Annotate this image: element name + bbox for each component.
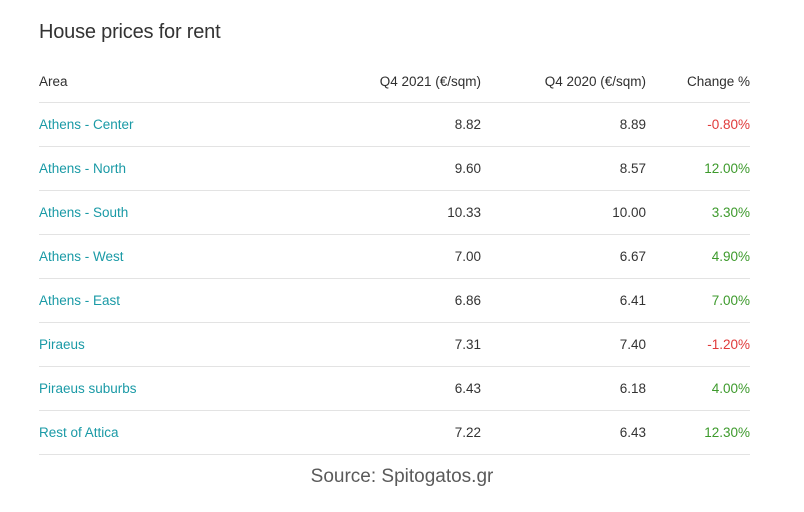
table-row: Piraeus suburbs 6.43 6.18 4.00% [39, 366, 750, 411]
q4-2021-value: 7.00 [299, 234, 481, 279]
q4-2020-value: 6.41 [481, 278, 646, 323]
q4-2021-value: 7.22 [299, 410, 481, 455]
header-area: Area [39, 60, 299, 103]
table-row: Rest of Attica 7.22 6.43 12.30% [39, 410, 750, 455]
table-row: Piraeus 7.31 7.40 -1.20% [39, 322, 750, 367]
table-row: Athens - Center 8.82 8.89 -0.80% [39, 102, 750, 147]
table-title: House prices for rent [39, 21, 221, 43]
change-value: 12.00% [646, 146, 750, 191]
q4-2020-value: 8.89 [481, 102, 646, 147]
table-row: Athens - West 7.00 6.67 4.90% [39, 234, 750, 279]
q4-2020-value: 6.18 [481, 366, 646, 411]
header-q4-2021: Q4 2021 (€/sqm) [299, 60, 481, 103]
q4-2021-value: 7.31 [299, 322, 481, 367]
area-link[interactable]: Piraeus [39, 322, 299, 367]
table-row: Athens - South 10.33 10.00 3.30% [39, 190, 750, 235]
change-value: 4.90% [646, 234, 750, 279]
change-value: 4.00% [646, 366, 750, 411]
area-link[interactable]: Piraeus suburbs [39, 366, 299, 411]
q4-2020-value: 6.43 [481, 410, 646, 455]
area-link[interactable]: Athens - East [39, 278, 299, 323]
area-link[interactable]: Athens - South [39, 190, 299, 235]
q4-2020-value: 6.67 [481, 234, 646, 279]
source-caption: Source: Spitogatos.gr [310, 466, 494, 487]
area-link[interactable]: Rest of Attica [39, 410, 299, 455]
area-link[interactable]: Athens - Center [39, 102, 299, 147]
table-header-row: Area Q4 2021 (€/sqm) Q4 2020 (€/sqm) Cha… [39, 60, 750, 103]
change-value: 7.00% [646, 278, 750, 323]
change-value: -1.20% [646, 322, 750, 367]
table-row: Athens - East 6.86 6.41 7.00% [39, 278, 750, 323]
header-change: Change % [646, 60, 750, 103]
q4-2020-value: 10.00 [481, 190, 646, 235]
q4-2021-value: 6.43 [299, 366, 481, 411]
change-value: 12.30% [646, 410, 750, 455]
change-value: -0.80% [646, 102, 750, 147]
q4-2021-value: 8.82 [299, 102, 481, 147]
q4-2020-value: 7.40 [481, 322, 646, 367]
table-row: Athens - North 9.60 8.57 12.00% [39, 146, 750, 191]
change-value: 3.30% [646, 190, 750, 235]
prices-table: Area Q4 2021 (€/sqm) Q4 2020 (€/sqm) Cha… [39, 60, 750, 455]
q4-2021-value: 9.60 [299, 146, 481, 191]
header-q4-2020: Q4 2020 (€/sqm) [481, 60, 646, 103]
area-link[interactable]: Athens - West [39, 234, 299, 279]
q4-2020-value: 8.57 [481, 146, 646, 191]
area-link[interactable]: Athens - North [39, 146, 299, 191]
q4-2021-value: 10.33 [299, 190, 481, 235]
q4-2021-value: 6.86 [299, 278, 481, 323]
